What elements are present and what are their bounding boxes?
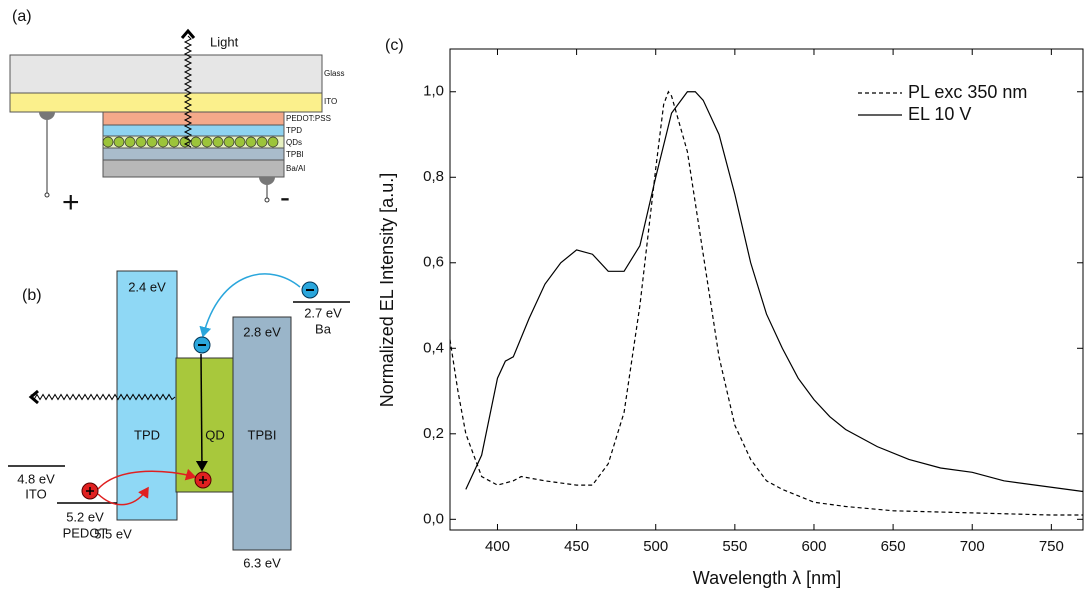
light-ray	[30, 393, 176, 401]
qd-dot	[256, 136, 268, 148]
tpd-layer	[102, 124, 285, 137]
x-tick-label: 450	[564, 538, 589, 555]
recombination-arrow	[195, 353, 208, 472]
qd-dot	[245, 136, 257, 148]
data-line	[465, 91, 1084, 493]
layer-label: Ba/Al	[286, 164, 305, 173]
y-tick-label: 1,0	[423, 83, 444, 100]
level-label: 2.4 eV	[128, 279, 166, 294]
level-label: 2.7 eV	[304, 305, 342, 320]
electron	[301, 281, 319, 299]
qd-dot	[102, 136, 114, 148]
band-label: QD	[205, 427, 225, 442]
qd-dot	[201, 136, 213, 148]
panel-label: (c)	[385, 37, 404, 54]
qd-dot	[223, 136, 235, 148]
y-tick-label: 0,8	[423, 168, 444, 185]
tpbi-layer	[102, 147, 285, 161]
level-label: 2.8 eV	[243, 324, 281, 339]
plus-sign: +	[62, 186, 80, 219]
qd-dot	[212, 136, 224, 148]
light-ray	[183, 35, 193, 148]
y-tick-label: 0,6	[423, 254, 444, 271]
chart: (c) Wavelength λ [nm] Normalized EL Inte…	[377, 37, 1084, 588]
tpd-band	[116, 270, 178, 521]
layer-label: PEDOT:PSS	[286, 114, 331, 123]
light-label: Light	[210, 34, 239, 49]
data-line	[449, 90, 1083, 516]
qd-dot	[135, 136, 147, 148]
layer-label: TPD	[286, 126, 302, 135]
minus-sign: -	[280, 181, 290, 214]
x-tick-label: 600	[801, 538, 826, 555]
qd-dot	[157, 136, 169, 148]
qd-dot	[168, 136, 180, 148]
x-tick-label: 700	[960, 538, 985, 555]
level-label: 5.5 eV	[94, 526, 132, 541]
hole-path	[97, 486, 149, 506]
x-tick-label: 650	[881, 538, 906, 555]
layer-label: ITO	[324, 97, 337, 106]
light-arrow	[180, 28, 196, 39]
level-label: ITO	[25, 486, 46, 501]
terminal	[264, 197, 270, 203]
ito-layer	[9, 92, 323, 113]
level-label: PEDOT	[63, 525, 108, 540]
qd-dots	[102, 136, 279, 148]
legend-label: EL 10 V	[908, 104, 971, 124]
x-axis-label: Wavelength λ [nm]	[693, 568, 841, 588]
legend-label: PL exc 350 nm	[908, 82, 1027, 102]
level-label: 5.2 eV	[66, 509, 104, 524]
pedot-layer	[102, 111, 285, 126]
layer-label: Glass	[324, 69, 344, 78]
panel-label: (a)	[12, 8, 32, 25]
qd-dot	[234, 136, 246, 148]
contact	[259, 177, 275, 185]
y-tick-label: 0,0	[423, 510, 444, 527]
qd-dot	[267, 136, 279, 148]
baal-layer	[102, 159, 285, 178]
qd-dot	[146, 136, 158, 148]
level-label: Ba	[315, 321, 332, 336]
panel-a: (a) Glass ITO PEDOT:PSS TPD QDs TPBI Ba/…	[9, 8, 344, 219]
electron	[193, 336, 211, 354]
hole	[194, 471, 212, 489]
x-tick-label: 400	[485, 538, 510, 555]
hole	[81, 482, 99, 500]
electron-path	[199, 273, 301, 338]
panel-b: (b) 2.4 eV 2.8 eV TPD QD TPBI 6.3 eV 5.5…	[8, 270, 350, 570]
y-tick-label: 0,2	[423, 425, 444, 442]
light-arrow	[28, 389, 39, 405]
x-tick-label: 750	[1039, 538, 1064, 555]
hole-path	[97, 468, 197, 490]
qd-dot	[190, 136, 202, 148]
band-label: TPBI	[248, 427, 277, 442]
plot-frame	[449, 48, 1084, 531]
glass-layer	[9, 54, 323, 94]
x-tick-label: 500	[643, 538, 668, 555]
qd-dot	[124, 136, 136, 148]
tpbi-band	[232, 316, 292, 551]
panel-label: (b)	[22, 287, 42, 304]
terminal	[44, 192, 50, 198]
qd-dot	[113, 136, 125, 148]
band-label: TPD	[134, 427, 160, 442]
contact	[39, 112, 55, 120]
x-tick-label: 550	[722, 538, 747, 555]
y-axis-label: Normalized EL Intensity [a.u.]	[377, 173, 397, 407]
layer-label: QDs	[286, 138, 302, 147]
y-tick-label: 0,4	[423, 339, 444, 356]
level-label: 4.8 eV	[17, 471, 55, 486]
level-label: 6.3 eV	[243, 555, 281, 570]
layer-label: TPBI	[286, 150, 304, 159]
